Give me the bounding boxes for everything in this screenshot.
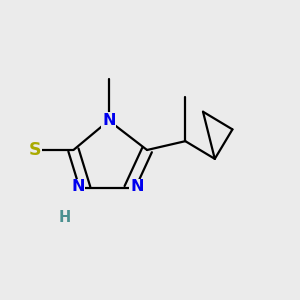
- Text: N: N: [102, 113, 116, 128]
- Text: N: N: [130, 179, 143, 194]
- Text: H: H: [58, 210, 71, 225]
- Text: S: S: [29, 141, 41, 159]
- Text: N: N: [71, 179, 85, 194]
